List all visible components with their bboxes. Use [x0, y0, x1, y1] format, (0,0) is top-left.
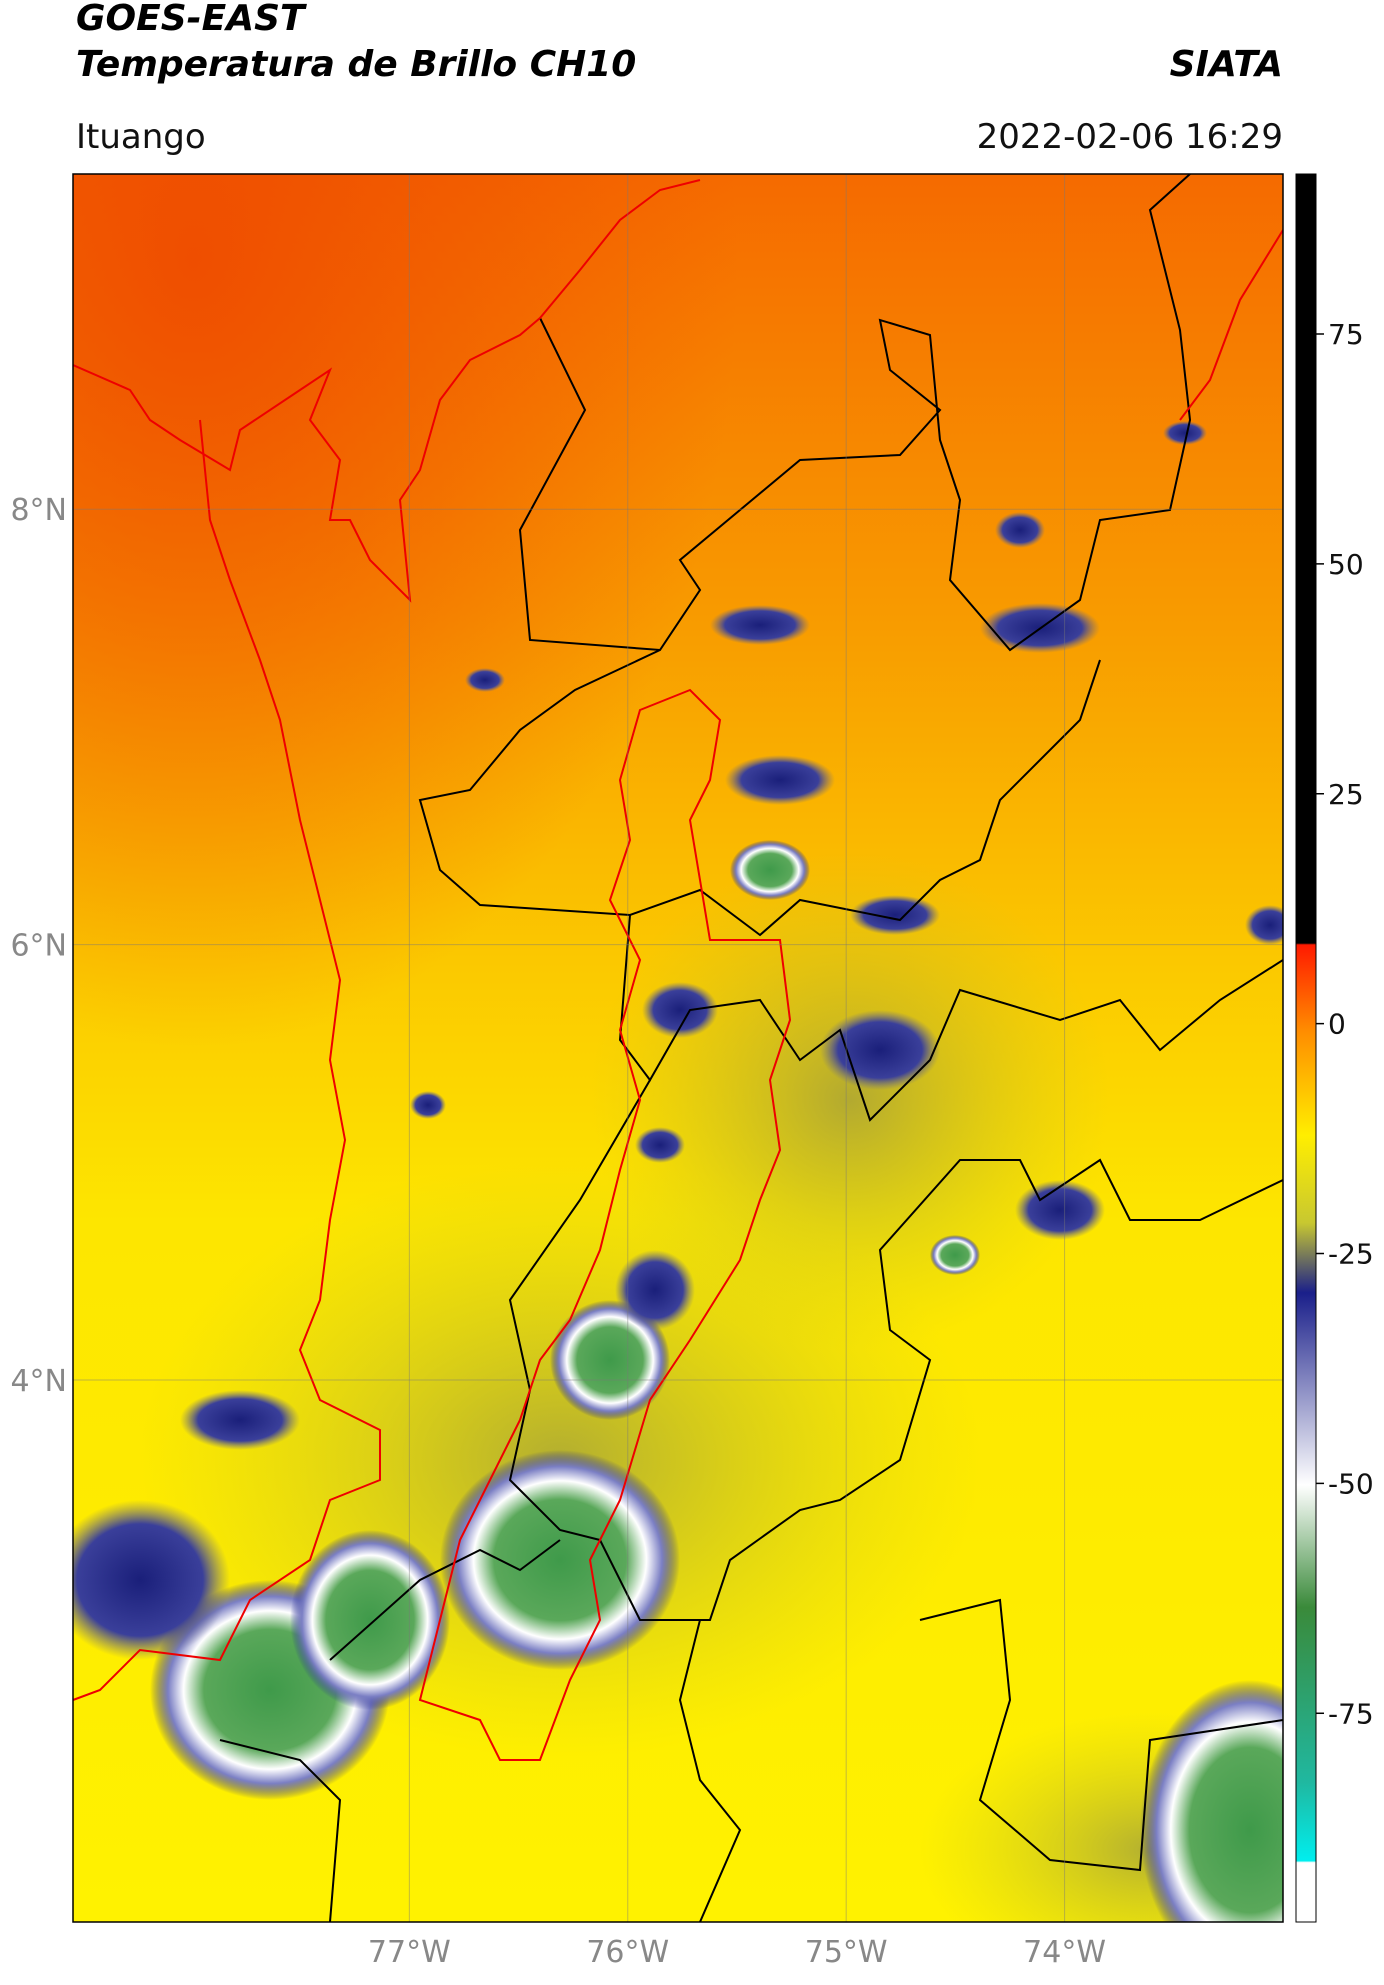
cloud-haze: [590, 850, 1110, 1350]
storm-cell: [290, 1530, 450, 1710]
colorbar-tick-label: 0: [1328, 1008, 1346, 1041]
colorbar-tick-label: 25: [1328, 778, 1364, 811]
datetime: 2022-02-06 16:29: [977, 117, 1283, 157]
y-tick-label: 4°N: [10, 1364, 67, 1399]
colorbar-tick-label: -25: [1328, 1238, 1374, 1271]
boundaries: [219, 174, 1283, 1922]
cloud-cell: [642, 982, 718, 1038]
source: SIATA: [1170, 44, 1283, 85]
boundary: [518, 174, 1192, 652]
map: [73, 174, 1283, 1922]
cloud-cell: [615, 1250, 695, 1330]
cloud-cell: [180, 1390, 300, 1450]
cloud-cell: [410, 1091, 446, 1119]
boundary: [508, 1079, 1283, 1621]
storm-cell: [550, 1300, 670, 1420]
cloud-cell: [850, 895, 940, 935]
y-tick-label: 6°N: [10, 929, 67, 964]
cloud-cell: [1163, 421, 1207, 445]
coastline: [73, 179, 701, 603]
boundary: [618, 914, 1283, 1122]
x-tick-label: 77°W: [368, 1935, 451, 1970]
cloud-cell: [635, 1127, 685, 1163]
subtitle: Temperatura de Brillo CH10: [76, 44, 636, 85]
colorbar-tick-label: -50: [1328, 1467, 1374, 1500]
outlines: [73, 179, 1283, 1761]
x-tick-label: 74°W: [1023, 1935, 1106, 1970]
boundary: [219, 1539, 1283, 1922]
coastline: [1179, 229, 1283, 421]
cloud-cell: [930, 1235, 980, 1275]
cloud-cell: [1015, 1180, 1105, 1240]
cloud-cell: [730, 840, 810, 900]
storm-cell: [440, 1450, 680, 1670]
colorbar-tick-label: 75: [1328, 318, 1364, 351]
cloud-cell: [820, 1010, 940, 1090]
title: GOES-EAST: [76, 0, 307, 39]
x-tick-label: 75°W: [805, 1935, 888, 1970]
basin-outline: [418, 688, 792, 1761]
map-frame: [72, 173, 1284, 1923]
location: Ituango: [76, 117, 206, 157]
y-tick-label: 8°N: [10, 493, 67, 528]
cloud-cell: [73, 1500, 230, 1660]
colorbar: [1295, 173, 1317, 1923]
colorbar-tick-label: -75: [1328, 1697, 1374, 1730]
x-tick-label: 76°W: [586, 1935, 669, 1970]
boundary: [418, 649, 1101, 937]
coastline: [73, 419, 381, 1701]
storm-cell: [1140, 1680, 1283, 1922]
cloud-cell: [710, 605, 810, 645]
cloud-cell: [725, 755, 835, 805]
colorbar-tick-label: 50: [1328, 548, 1364, 581]
grid: [73, 174, 1283, 1922]
cloud-cell: [1245, 905, 1283, 945]
cloud-cell: [465, 668, 505, 692]
cloud-cell: [995, 512, 1045, 548]
